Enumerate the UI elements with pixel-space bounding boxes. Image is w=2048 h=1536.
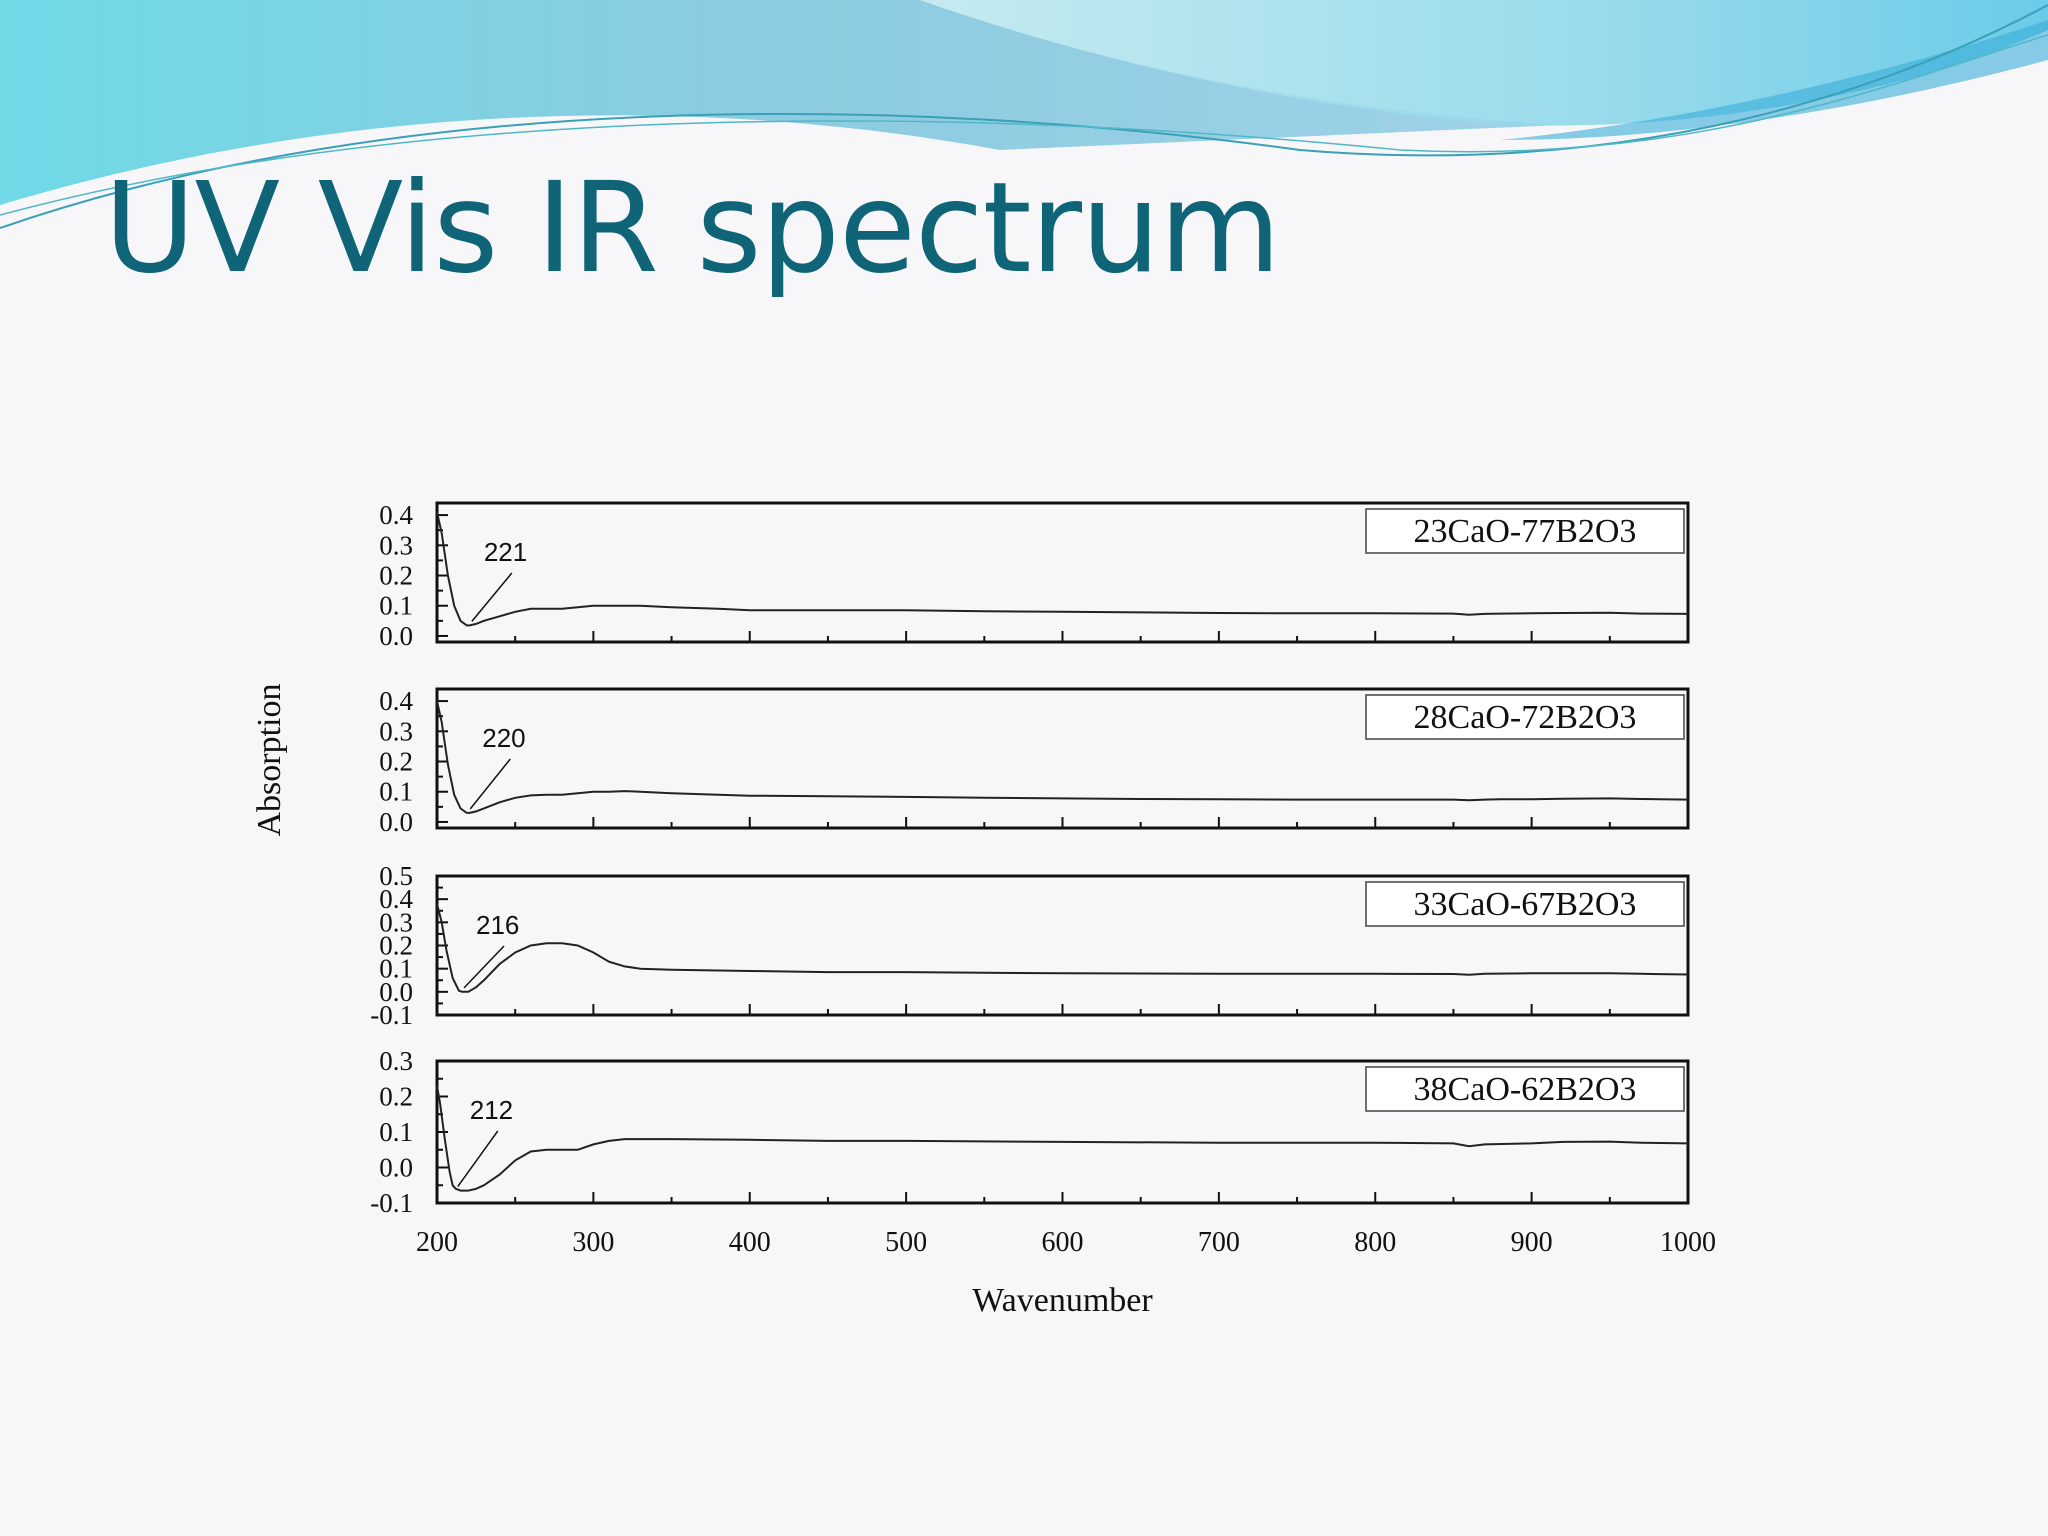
legend-label: 28CaO-72B2O3 [1414,699,1637,736]
x-tick-label: 900 [1511,1227,1553,1258]
y-tick-label: 0.4 [379,686,413,716]
peak-label: 212 [470,1095,513,1125]
series-line-23CaO-77B2O3 [436,511,1689,627]
legend-box [1365,694,1685,740]
y-tick-label: 0.2 [379,747,413,777]
y-tick-label: 0.4 [379,500,413,530]
y-tick-label: 0.0 [379,807,413,837]
wave-banner [0,0,2048,229]
peak-label: 221 [484,537,527,567]
series-line-33CaO-67B2O3 [436,903,1689,993]
y-tick-label: 0.4 [379,884,413,914]
y-tick-label: 0.3 [379,716,413,746]
peak-leader-line [463,945,505,989]
y-tick-label: 0.1 [379,954,413,984]
slide-title: UV Vis IR spectrum [104,156,1281,301]
peak-label: 216 [476,910,519,940]
y-tick-label: 0.1 [379,591,413,621]
wave-band-right [920,0,2048,126]
y-tick-label: -0.1 [370,1000,413,1030]
x-tick-label: 600 [1042,1227,1084,1258]
y-tick-label: 0.0 [379,1153,413,1183]
x-tick-label: 400 [729,1227,771,1258]
wave-band-left [0,0,1560,205]
y-tick-label: 0.2 [379,931,413,961]
legend-label: 38CaO-62B2O3 [1414,1071,1637,1108]
y-tick-label: 0.3 [379,1046,413,1076]
x-tick-label: 800 [1354,1227,1396,1258]
x-tick-label: 500 [885,1227,927,1258]
peak-leader-line [471,572,513,622]
y-tick-label: 0.0 [379,621,413,651]
legend-box [1365,1066,1685,1112]
y-tick-label: 0.1 [379,777,413,807]
series-line-28CaO-72B2O3 [436,700,1689,814]
legend-label: 23CaO-77B2O3 [1414,513,1637,550]
y-tick-label: -0.1 [370,1188,413,1218]
x-tick-label: 200 [416,1227,458,1258]
x-tick-label: 700 [1198,1227,1240,1258]
x-tick-label: 1000 [1660,1227,1716,1258]
y-tick-label: 0.0 [379,977,413,1007]
y-tick-label: 0.1 [379,1117,413,1147]
series-line-38CaO-62B2O3 [436,1085,1689,1192]
y-tick-label: 0.2 [379,1082,413,1112]
wave-line-1 [0,4,2048,229]
y-axis-title: Absorption [251,684,288,837]
legend-label: 33CaO-67B2O3 [1414,886,1637,923]
peak-leader-line [457,1130,499,1188]
legend-box [1365,508,1685,554]
wave-line-2 [0,34,2048,216]
y-tick-label: 0.3 [379,907,413,937]
x-tick-label: 300 [572,1227,614,1258]
peak-label: 220 [482,723,525,753]
peak-leader-line [469,758,511,810]
y-tick-label: 0.3 [379,530,413,560]
y-tick-label: 0.2 [379,561,413,591]
x-axis-title: Wavenumber [972,1282,1153,1319]
legend-box [1365,881,1685,927]
y-tick-label: 0.5 [379,861,413,891]
